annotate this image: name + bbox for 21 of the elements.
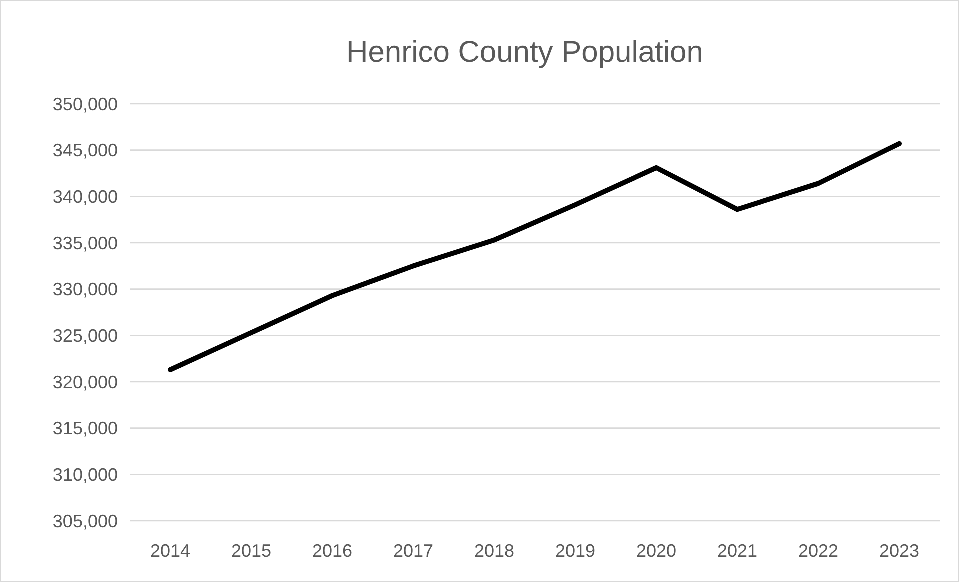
x-tick-label: 2021: [717, 541, 758, 561]
x-tick-label: 2014: [150, 541, 191, 561]
y-tick-label: 305,000: [52, 511, 118, 532]
x-tick-label: 2015: [231, 541, 272, 561]
y-tick-label: 310,000: [52, 464, 118, 485]
x-tick-label: 2018: [474, 541, 515, 561]
x-tick-label: 2020: [636, 541, 677, 561]
y-tick-label: 350,000: [52, 94, 118, 114]
y-tick-label: 335,000: [52, 233, 118, 254]
x-tick-label: 2017: [393, 541, 434, 561]
x-tick-label: 2016: [312, 541, 353, 561]
y-tick-label: 330,000: [52, 280, 118, 300]
y-tick-label: 340,000: [52, 186, 118, 207]
chart-title: Henrico County Population: [346, 36, 704, 69]
x-tick-label: 2023: [879, 541, 920, 561]
y-tick-label: 320,000: [52, 372, 118, 392]
y-tick-label: 325,000: [52, 326, 118, 346]
y-tick-label: 345,000: [52, 140, 118, 161]
y-tick-label: 315,000: [52, 418, 118, 439]
x-tick-label: 2022: [798, 541, 839, 561]
x-tick-label: 2019: [555, 541, 596, 561]
